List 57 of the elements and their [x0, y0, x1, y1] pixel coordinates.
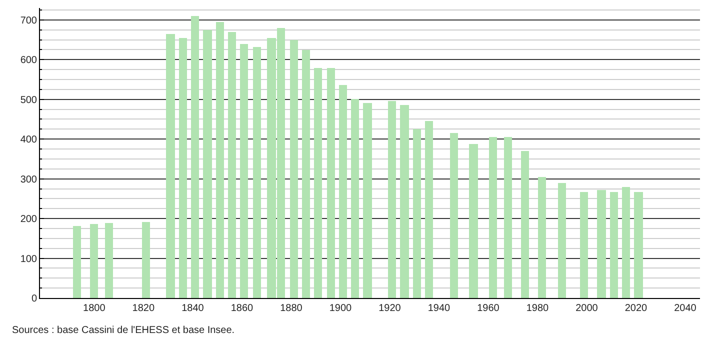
bar: [504, 137, 512, 298]
bar: [73, 226, 81, 298]
x-tick-label: 1880: [280, 303, 303, 314]
bar: [290, 40, 298, 298]
bar: [538, 177, 546, 298]
bar: [253, 47, 261, 298]
y-tick-label: 0: [31, 294, 38, 304]
y-tick-label: 100: [20, 254, 38, 265]
bar: [622, 187, 630, 298]
bar: [388, 101, 396, 298]
bar: [339, 85, 347, 298]
bar: [216, 22, 224, 298]
bar: [314, 68, 322, 298]
x-tick-label: 1900: [329, 303, 352, 314]
bar: [90, 224, 98, 298]
bar: [179, 38, 187, 298]
x-tick-label: 1940: [428, 303, 451, 314]
x-tick-label: 1860: [230, 303, 254, 314]
bar: [413, 129, 421, 298]
x-tick-label: 2020: [624, 303, 648, 314]
bar: [469, 144, 478, 298]
bar: [203, 30, 212, 298]
x-tick-label: 1840: [182, 303, 204, 314]
y-tick-label: 700: [20, 15, 38, 26]
bar: [228, 32, 236, 298]
bar: [363, 103, 372, 298]
bar: [240, 44, 248, 298]
bar: [521, 151, 529, 298]
x-tick-label: 1960: [477, 303, 500, 314]
x-tick-label: 1820: [132, 303, 155, 314]
y-tick-label: 200: [20, 214, 38, 226]
x-tick-label: 1980: [526, 303, 550, 314]
bar: [327, 68, 335, 298]
bar: [597, 190, 606, 298]
bar: [302, 50, 310, 298]
x-tick-label: 1800: [83, 303, 106, 314]
bar: [105, 223, 113, 298]
bar: [558, 183, 566, 298]
x-tick-label: 2000: [576, 303, 598, 314]
y-tick-label: 400: [20, 134, 38, 146]
bar: [166, 34, 175, 298]
bar: [425, 121, 433, 298]
x-tick-label: 1920: [378, 303, 402, 314]
bar: [634, 192, 643, 298]
y-tick-label: 600: [20, 55, 38, 66]
bar: [142, 222, 150, 298]
bar: [400, 105, 409, 298]
bar: [580, 192, 588, 298]
source-note: Sources : base Cassini de l'EHESS et base Insee.: [12, 325, 235, 336]
bar: [351, 99, 359, 298]
bar: [450, 133, 458, 298]
y-tick-label: 500: [20, 94, 38, 106]
bar: [191, 16, 199, 298]
bar: [489, 137, 497, 298]
bar: [610, 192, 618, 298]
y-tick-label: 300: [20, 174, 38, 186]
x-tick-label: 2040: [674, 303, 697, 314]
